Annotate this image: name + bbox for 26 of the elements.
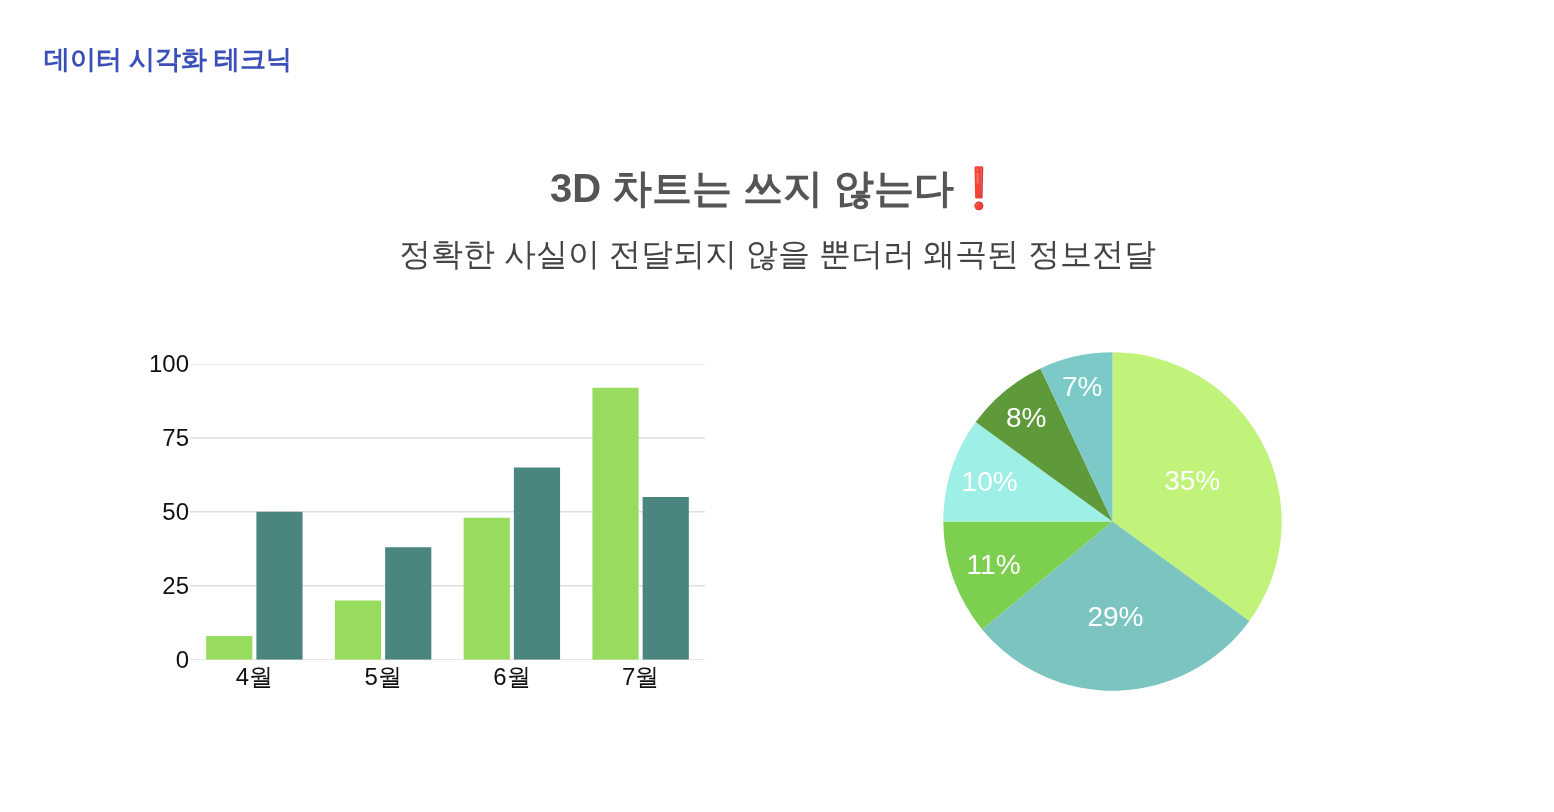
bar — [256, 511, 303, 660]
bar — [334, 600, 382, 660]
data-label: 29% — [1087, 600, 1144, 632]
data-label: 7% — [1061, 370, 1103, 402]
x-tick-label: 6월 — [493, 662, 531, 690]
y-tick-label: 0 — [175, 646, 189, 674]
y-tick-label: 50 — [162, 498, 189, 526]
bar — [642, 497, 689, 660]
bar — [206, 636, 253, 660]
data-label: 35% — [1164, 465, 1221, 497]
bar — [592, 387, 639, 660]
x-tick-label: 5월 — [364, 662, 402, 690]
text: 데이터 시각화 테크닉 — [44, 44, 293, 74]
data-label: 8% — [1005, 401, 1047, 433]
bar — [513, 467, 561, 660]
x-tick-label: 4월 — [235, 662, 274, 690]
y-tick-label: 100 — [148, 350, 189, 378]
data-label: 10% — [961, 466, 1018, 498]
text: 정확한 사실이 전달되지 않을 뿐더러 왜곡된 정보전달 — [399, 236, 1157, 272]
y-tick-label: 75 — [162, 424, 189, 452]
chart-title: 3D 차트는 쓰지 않는다❗ — [550, 165, 1005, 211]
bar — [385, 547, 432, 660]
data-label: 11% — [966, 548, 1021, 580]
x-tick-label: 7월 — [621, 662, 660, 690]
bar — [463, 517, 510, 660]
y-tick-label: 25 — [162, 572, 189, 600]
